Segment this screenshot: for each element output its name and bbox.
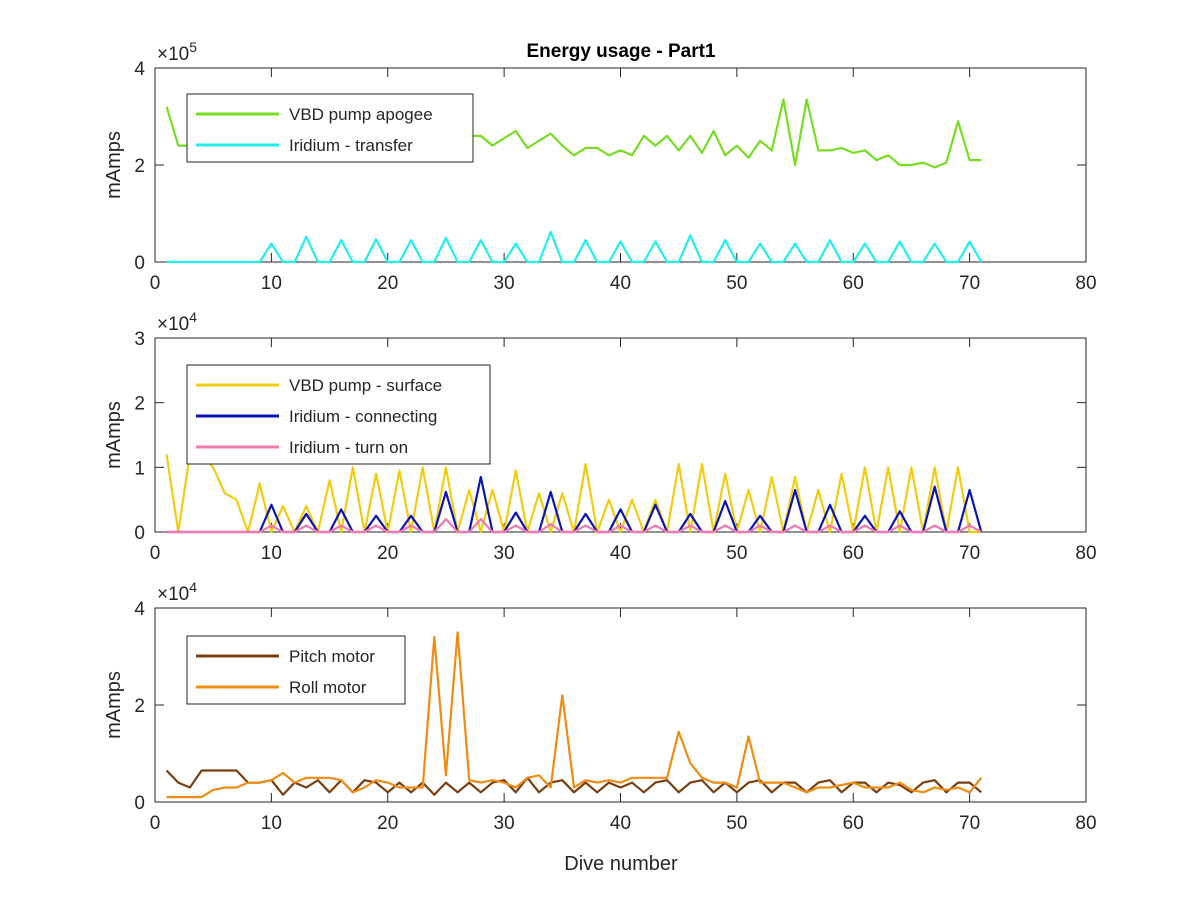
x-tick-label: 60: [843, 813, 864, 834]
x-tick-label: 10: [261, 543, 282, 564]
y-tick-label: 0: [134, 253, 145, 274]
x-axis-label: Dive number: [564, 853, 678, 875]
legend-entry: VBD pump - surface: [289, 376, 442, 395]
x-tick-label: 70: [959, 813, 980, 834]
x-tick-label: 70: [959, 543, 980, 564]
legend-box: [186, 635, 406, 705]
x-tick-label: 20: [377, 543, 398, 564]
legend-box: [186, 93, 474, 163]
x-tick-label: 40: [610, 273, 631, 294]
x-tick-label: 30: [494, 543, 515, 564]
x-tick-label: 20: [377, 813, 398, 834]
x-tick-label: 50: [726, 543, 747, 564]
y-exponent-power: 4: [189, 579, 197, 595]
x-tick-label: 80: [1075, 813, 1096, 834]
x-tick-label: 0: [150, 543, 161, 564]
x-tick-label: 30: [494, 813, 515, 834]
figure-title: Energy usage - Part1: [526, 41, 715, 62]
x-tick-label: 0: [150, 813, 161, 834]
y-tick-label: 2: [134, 156, 145, 177]
series-line-1-2: [166, 230, 983, 264]
y-exponent-label: ×105: [157, 39, 197, 65]
series-line-2-3: [166, 517, 982, 534]
x-tick-label: 30: [494, 273, 515, 294]
legend-entry: Pitch motor: [289, 647, 375, 666]
y-tick-label: 0: [134, 523, 145, 544]
x-tick-label: 10: [261, 273, 282, 294]
y-axis-label: mAmps: [103, 131, 125, 199]
x-tick-label: 20: [377, 273, 398, 294]
y-tick-label: 1: [134, 458, 145, 479]
x-tick-label: 40: [610, 813, 631, 834]
legend-entry: Iridium - transfer: [289, 136, 413, 155]
y-exponent-base: ×10: [157, 44, 189, 65]
y-tick-label: 4: [134, 599, 145, 620]
subplot-2: 0 10 20 30 40 50 60 70 80 0 1 2 3 ×104 mAmps VBD pump -…: [103, 309, 1097, 564]
legend-entry: Iridium - turn on: [289, 438, 408, 457]
y-axis-label: mAmps: [103, 401, 125, 469]
y-exponent-label: ×104: [157, 579, 197, 605]
y-exponent-label: ×104: [157, 309, 197, 335]
x-tick-label: 50: [726, 273, 747, 294]
y-tick-label: 4: [134, 59, 145, 80]
y-exponent-power: 4: [189, 309, 197, 325]
x-tick-label: 80: [1075, 273, 1096, 294]
y-tick-label: 2: [134, 696, 145, 717]
legend-entry: Iridium - connecting: [289, 407, 437, 426]
series-line-3-1: [165, 769, 983, 796]
x-tick-label: 10: [261, 813, 282, 834]
y-exponent-base: ×10: [157, 584, 189, 605]
subplot-1: 0 10 20 30 40 50 60 70 80 0 2 4 ×105 mAmps VBD pump ap…: [103, 39, 1097, 294]
y-tick-label: 2: [134, 394, 145, 415]
legend-entry: VBD pump apogee: [289, 105, 433, 124]
x-tick-label: 50: [726, 813, 747, 834]
x-tick-label: 40: [610, 543, 631, 564]
y-tick-label: 0: [134, 793, 145, 814]
x-tick-label: 70: [959, 273, 980, 294]
y-tick-label: 3: [134, 329, 145, 350]
series-line-3-2: [166, 631, 983, 799]
x-tick-label: 60: [843, 543, 864, 564]
x-tick-label: 0: [150, 273, 161, 294]
x-tick-label: 80: [1075, 543, 1096, 564]
y-axis-label: mAmps: [103, 671, 125, 739]
legend-entry: Roll motor: [289, 678, 367, 697]
y-exponent-power: 5: [189, 39, 197, 55]
y-exponent-base: ×10: [157, 314, 189, 335]
x-tick-label: 60: [843, 273, 864, 294]
